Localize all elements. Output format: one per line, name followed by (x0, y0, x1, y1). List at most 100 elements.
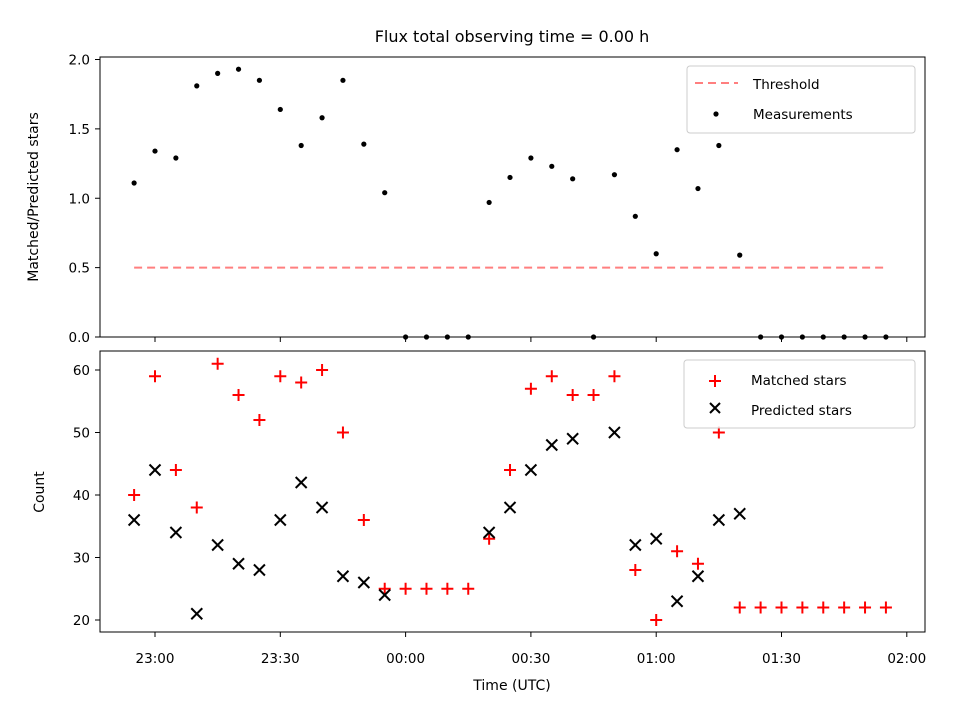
count-plot-frame (99, 350, 926, 633)
matched-star-point (754, 601, 767, 614)
matched-star-point (545, 370, 558, 383)
measurement-point (382, 190, 388, 196)
predicted-star-stroke-b (649, 532, 663, 545)
predicted-star-point (357, 576, 371, 589)
matched-star-point (149, 370, 161, 383)
matched-star-point (775, 601, 788, 614)
predicted-star-point (274, 513, 287, 527)
legend-threshold-label: Threshold (752, 77, 820, 93)
count-y-tick-label: 20 (73, 613, 90, 629)
measurement-point (298, 142, 304, 149)
x-axis-label: Time (UTC) (472, 678, 550, 694)
predicted-star-point (294, 476, 308, 489)
matched-star-point (566, 389, 579, 401)
predicted-star-point (482, 526, 496, 539)
legend-matched-label: Matched stars (751, 373, 847, 389)
measurement-point (695, 185, 701, 192)
legend-matched-swatch (709, 375, 721, 387)
predicted-star-stroke-b (378, 588, 391, 602)
predicted-star-point (253, 563, 266, 577)
predicted-star-point (378, 588, 391, 602)
measurement-point (131, 180, 137, 186)
measurement-point (319, 115, 325, 121)
x-tick-label: 01:30 (762, 651, 801, 667)
measurement-point (340, 77, 346, 83)
matched-star-point (295, 376, 308, 389)
count-y-axis-label: Count (32, 471, 48, 513)
predicted-star-stroke-b (190, 607, 203, 620)
measurement-point (528, 155, 534, 161)
matched-star-point (128, 489, 141, 501)
measurement-point (235, 66, 242, 72)
matched-star-point (190, 501, 203, 514)
measurement-point (486, 199, 492, 206)
matched-star-point (483, 532, 496, 545)
matched-star-point (859, 601, 872, 614)
count-y-tick-label: 40 (73, 488, 90, 504)
measurement-point (152, 148, 158, 154)
predicted-star-point (649, 532, 663, 545)
count-panel: 20 30 40 50 60 23:00 23:30 00:00 00:30 01:00 01:3… (32, 350, 926, 694)
predicted-star-point (148, 463, 162, 477)
matched-star-point (796, 601, 809, 614)
matched-star-point (524, 382, 537, 395)
ratio-panel: Flux total observing time = 0.00 h 0.0 0.… (26, 27, 926, 346)
ratio-y-tick-label: 1.0 (69, 191, 90, 207)
measurement-point (277, 106, 283, 113)
predicted-star-stroke-b (503, 501, 517, 514)
predicted-star-point (211, 538, 224, 552)
predicted-star-point (190, 607, 203, 620)
predicted-star-point (503, 501, 517, 514)
matched-star-point (169, 464, 182, 476)
measurement-point (737, 252, 743, 258)
matched-star-point (399, 582, 412, 595)
matched-star-point (378, 582, 391, 595)
predicted-star-stroke-b (712, 513, 726, 527)
predicted-star-stroke-b (691, 570, 705, 583)
predicted-star-point (232, 557, 245, 570)
predicted-star-point (315, 501, 329, 514)
ratio-y-tick-label: 2.0 (69, 53, 90, 69)
count-legend: Matched stars Predicted stars (683, 359, 916, 429)
matched-star-point (253, 414, 266, 426)
ratio-y-tick-label: 0.5 (69, 261, 90, 277)
legend-predicted-swatch (709, 402, 721, 414)
predicted-star-point (712, 513, 726, 527)
ratio-y-tick-label: 1.5 (69, 122, 90, 138)
measurement-point (611, 172, 618, 178)
matched-star-point (462, 582, 475, 595)
x-tick-label: 23:30 (261, 651, 300, 667)
predicted-star-stroke-b (608, 426, 621, 439)
predicted-star-stroke-b (274, 513, 287, 527)
predicted-star-stroke-b (524, 463, 538, 477)
predicted-star-stroke-b (482, 526, 496, 539)
x-tick-label: 02:00 (887, 651, 926, 667)
x-tick-label: 00:30 (511, 651, 550, 667)
measurement-point (674, 147, 680, 153)
measurement-point (361, 141, 367, 147)
legend-measurements-swatch (713, 111, 719, 117)
predicted-star-point (169, 526, 183, 539)
count-y-tick-label: 30 (73, 551, 90, 567)
matched-star-point (671, 545, 684, 558)
predicted-star-point (691, 570, 705, 583)
matched-star-point (817, 601, 830, 614)
predicted-star-stroke-b (232, 557, 245, 570)
matched-star-point (608, 370, 621, 383)
x-tick-label: 00:00 (386, 651, 425, 667)
matched-star-point (691, 557, 704, 570)
predicted-star-point (524, 463, 538, 477)
chart-title: Flux total observing time = 0.00 h (375, 27, 650, 46)
measurement-point (507, 174, 513, 181)
measurement-point (653, 251, 659, 257)
predicted-star-point (127, 513, 141, 527)
legend-predicted-label: Predicted stars (751, 403, 852, 419)
predicted-star-stroke-b (169, 526, 183, 539)
predicted-star-stroke-b (670, 595, 684, 608)
predicted-star-stroke-b (733, 507, 746, 520)
measurement-point (570, 176, 576, 182)
matched-star-point (879, 601, 892, 614)
predicted-star-point (629, 538, 642, 552)
predicted-star-point (566, 432, 579, 445)
predicted-star-stroke-b (357, 576, 371, 589)
